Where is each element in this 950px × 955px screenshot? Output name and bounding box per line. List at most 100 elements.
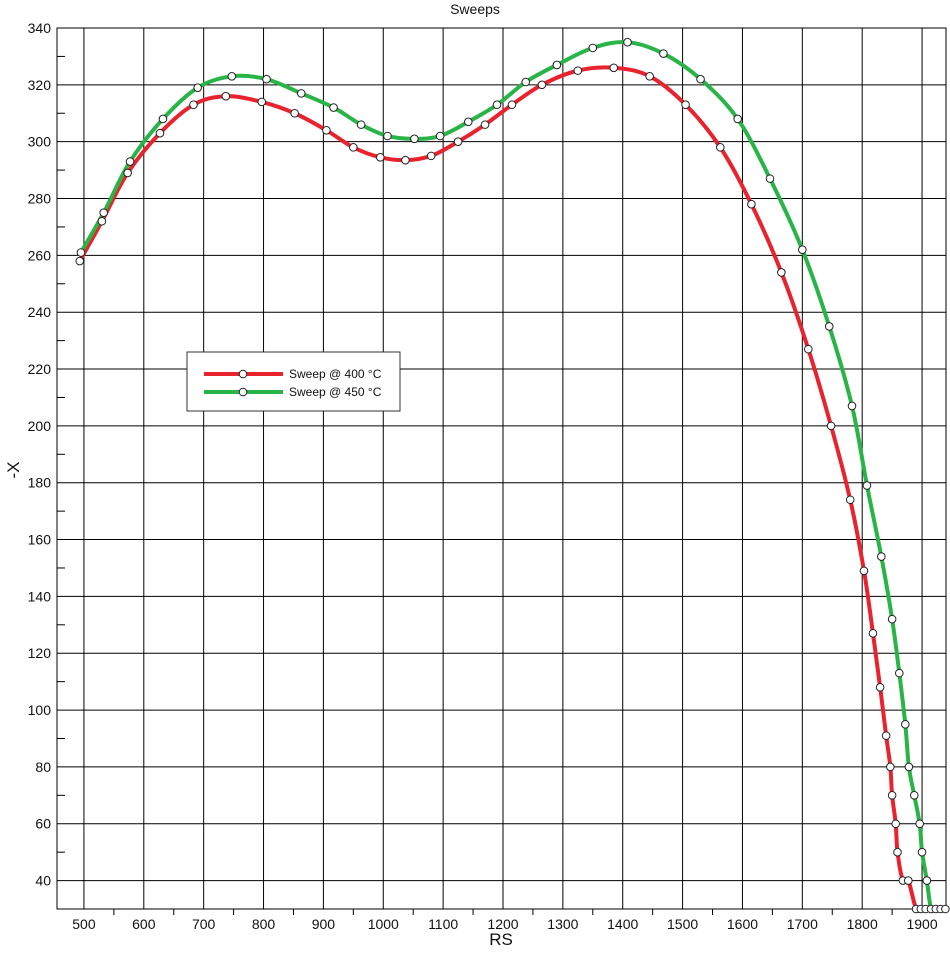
legend-marker-400 (238, 369, 248, 379)
data-point-1 (900, 719, 910, 729)
y-tick-label: 300 (28, 134, 52, 150)
data-point-0 (609, 63, 619, 73)
data-point-1 (262, 74, 271, 84)
data-point-0 (804, 344, 813, 354)
data-point-0 (257, 97, 267, 107)
data-point-1 (847, 401, 857, 411)
data-point-1 (659, 49, 668, 58)
y-tick-label: 180 (28, 475, 52, 491)
data-point-0 (891, 819, 901, 829)
data-point-1 (125, 157, 135, 166)
series-markers (75, 37, 950, 914)
y-tick-label: 100 (28, 702, 52, 718)
legend-label-400: Sweep @ 400 °C (289, 367, 382, 381)
x-tick-label: 1900 (906, 916, 937, 932)
series-lines (77, 40, 948, 914)
data-point-0 (322, 126, 331, 135)
x-tick-label: 900 (312, 916, 336, 932)
data-point-0 (886, 762, 895, 772)
data-point-1 (917, 847, 927, 857)
y-tick-label: 60 (35, 816, 51, 832)
data-point-0 (716, 143, 725, 152)
data-point-1 (492, 100, 502, 110)
data-point-1 (410, 134, 419, 144)
data-point-0 (349, 143, 358, 152)
y-tick-label: 260 (28, 247, 52, 263)
data-point-1 (824, 322, 834, 331)
data-point-1 (76, 248, 86, 257)
y-tick-label: 40 (35, 873, 51, 889)
x-tick-label: 1100 (428, 916, 458, 932)
y-axis-label: -X (4, 462, 23, 479)
data-point-1 (521, 77, 531, 87)
x-tick-label: 1500 (667, 916, 698, 932)
x-tick-label: 700 (192, 916, 216, 932)
x-tick-label: 1200 (487, 916, 518, 932)
x-tick-label: 1400 (607, 916, 638, 932)
data-point-1 (887, 614, 897, 624)
data-point-1 (383, 131, 392, 141)
data-point-0 (826, 421, 836, 431)
data-point-0 (845, 495, 855, 505)
axes: 500 600 700 800 900 1000 1100 1200 1300 1400 1500 1… (28, 20, 947, 932)
y-tick-label: 240 (28, 304, 52, 320)
data-point-1 (623, 37, 632, 47)
data-point-1 (552, 60, 562, 70)
data-point-0 (747, 199, 756, 209)
data-point-1 (941, 904, 950, 914)
data-point-1 (696, 74, 705, 84)
y-tick-label: 80 (35, 759, 51, 775)
data-point-0 (777, 268, 786, 277)
data-point-1 (765, 174, 775, 183)
data-point-0 (903, 876, 913, 885)
data-point-1 (193, 83, 202, 92)
data-point-0 (453, 137, 463, 146)
y-tick-label: 140 (28, 588, 52, 604)
data-point-1 (99, 208, 108, 218)
data-point-0 (893, 847, 902, 857)
y-tick-label: 220 (28, 361, 52, 377)
data-point-0 (507, 100, 517, 110)
data-point-0 (189, 100, 198, 110)
data-point-1 (877, 552, 886, 561)
x-tick-label: 1000 (368, 916, 399, 932)
data-point-0 (221, 91, 231, 101)
data-point-1 (463, 117, 473, 127)
data-point-1 (922, 876, 932, 885)
legend-box (186, 351, 401, 412)
y-tick-label: 120 (28, 645, 52, 661)
data-point-0 (881, 731, 891, 740)
data-point-0 (537, 80, 547, 90)
x-tick-label: 1800 (847, 916, 878, 932)
data-point-1 (356, 120, 366, 129)
data-point-0 (573, 66, 583, 75)
data-point-0 (97, 216, 107, 226)
data-point-0 (75, 256, 85, 266)
data-point-1 (329, 103, 338, 112)
legend: Sweep @ 400 °C Sweep @ 450 °C (186, 351, 401, 412)
data-point-1 (904, 762, 914, 772)
x-tick-label: 600 (132, 916, 156, 932)
data-point-1 (296, 89, 306, 98)
data-point-0 (859, 566, 869, 576)
data-point-0 (401, 155, 410, 165)
data-point-0 (645, 72, 654, 81)
data-point-0 (868, 629, 878, 638)
data-point-1 (435, 131, 445, 141)
plot-frame (56, 27, 947, 910)
x-tick-label: 1300 (547, 916, 578, 932)
x-tick-label: 1700 (787, 916, 818, 932)
data-point-0 (155, 128, 165, 138)
y-tick-label: 320 (28, 77, 52, 93)
data-point-1 (733, 114, 742, 124)
data-point-1 (915, 819, 924, 829)
data-point-0 (887, 791, 897, 800)
legend-label-450: Sweep @ 450 °C (289, 385, 382, 399)
grid (57, 27, 946, 909)
data-point-0 (290, 108, 299, 118)
data-point-0 (426, 151, 436, 161)
data-point-0 (875, 683, 885, 692)
data-point-1 (798, 245, 807, 254)
